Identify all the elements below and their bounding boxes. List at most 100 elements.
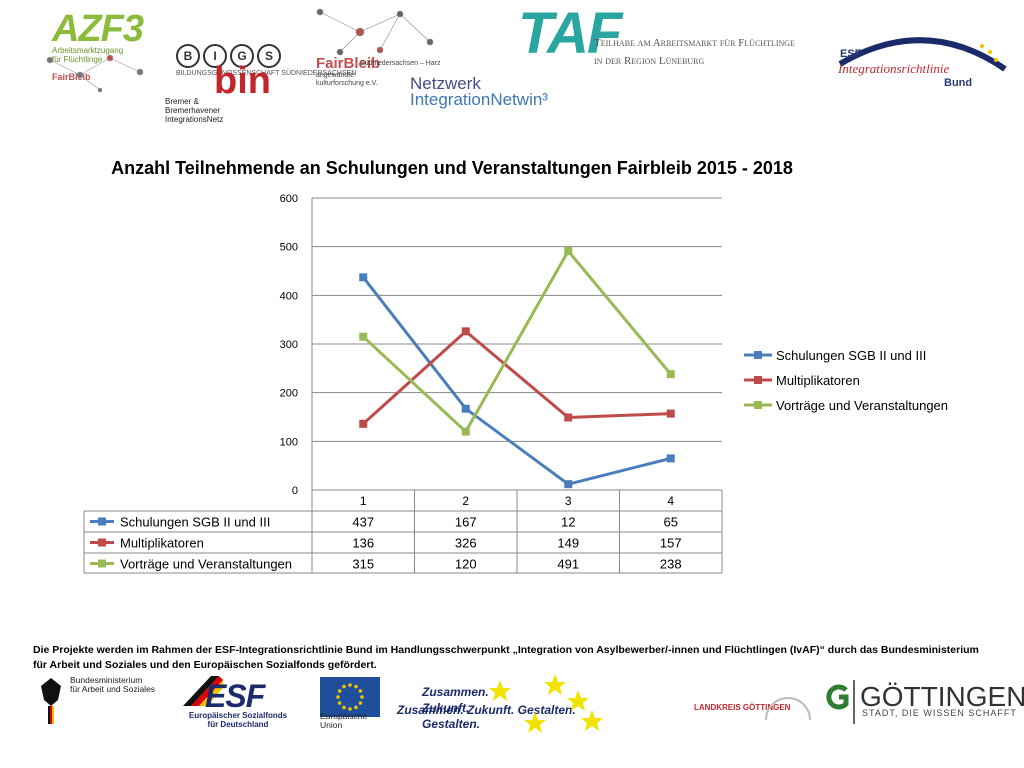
table-legend-marker xyxy=(98,559,106,568)
data-point xyxy=(461,327,470,336)
esf-label: ESF xyxy=(840,48,862,60)
series-lines xyxy=(359,247,675,489)
bigs-subtitle: BILDUNGSGENOSSENSCHAFT SÜDNIEDERSACHSEN xyxy=(176,70,357,77)
bigs-letter: I xyxy=(203,44,227,68)
bin-sub-line: IntegrationsNetz xyxy=(165,115,224,124)
data-point xyxy=(359,332,368,341)
data-point xyxy=(564,413,573,422)
data-point xyxy=(564,247,573,256)
fairbleib-sub-line: angewandte xyxy=(316,72,355,79)
federal-eagle-icon xyxy=(41,678,61,724)
table-series-name: Multiplikatoren xyxy=(120,536,204,551)
data-point xyxy=(359,273,368,282)
taf-sub-line: Teilhabe am Arbeitsmarkt für Flüchtlinge xyxy=(594,37,795,49)
slogan-line: Zukunft. xyxy=(422,701,470,715)
netzwerk-line-2: IntegrationNetwin³ xyxy=(410,90,548,109)
legend-marker xyxy=(754,401,762,409)
eu-star-icon xyxy=(336,695,340,699)
x-tick-label: 2 xyxy=(462,494,469,508)
bin-subtitle: Bremer & Bremerhavener IntegrationsNetz xyxy=(165,97,223,124)
legend: Schulungen SGB II und III Multiplikatoren… xyxy=(744,348,948,413)
esf-arc-icon xyxy=(838,37,1007,72)
eu-star-icon xyxy=(348,707,352,711)
fairbleib-logo: FairBleib xyxy=(316,55,381,72)
data-point xyxy=(461,404,470,413)
table-series-name: Vorträge und Veranstaltungen xyxy=(120,557,292,572)
eu-star-icon xyxy=(358,701,363,705)
slogan-line: Gestalten. xyxy=(422,717,481,731)
table-legend-marker xyxy=(98,538,106,547)
azf3-wordmark: AZF3 xyxy=(52,8,144,50)
table-cell-value: 491 xyxy=(557,557,579,572)
table-cell-value: 157 xyxy=(660,536,682,551)
table-legend-marker xyxy=(98,517,106,526)
eu-star-icon xyxy=(342,684,346,689)
goettingen-wordmark: GÖTTINGEN xyxy=(860,681,1024,712)
x-tick-label: 3 xyxy=(565,494,572,508)
chart-title: Anzahl Teilnehmende an Schulungen und Ve… xyxy=(111,158,793,178)
eu-label: Europäische Union xyxy=(320,712,367,730)
eu-flag-icon xyxy=(320,677,380,717)
eu-star-icon xyxy=(358,689,363,693)
eu-line: Europäische xyxy=(320,711,368,721)
data-point xyxy=(359,419,368,428)
table-cell-value: 149 xyxy=(557,536,579,551)
bigs-letter: G xyxy=(230,44,254,68)
eu-line: Union xyxy=(320,720,343,730)
goettingen-divider xyxy=(853,680,855,724)
zusammen-slogan: Zusammen. Zukunft. Gestalten. xyxy=(422,684,489,732)
legend-label: Vorträge und Veranstaltungen xyxy=(776,398,948,413)
x-tick-label: 4 xyxy=(667,494,674,508)
table-cell-value: 12 xyxy=(561,515,575,530)
x-tick-label: 1 xyxy=(360,494,367,508)
esf-sub-line: für Deutschland xyxy=(207,720,269,729)
data-point xyxy=(666,370,675,379)
series-line xyxy=(362,329,671,425)
bin-sub-line: Bremer & xyxy=(165,97,199,106)
y-tick-label: 600 xyxy=(280,193,298,205)
series-line xyxy=(362,276,672,486)
legend-label: Schulungen SGB II und III xyxy=(776,348,926,363)
y-tick-label: 500 xyxy=(280,242,298,254)
y-tick-label: 200 xyxy=(280,388,298,400)
legend-label: Multiplikatoren xyxy=(776,373,860,388)
y-tick-label: 100 xyxy=(280,436,298,448)
table-series-name: Schulungen SGB II und III xyxy=(120,515,270,530)
data-point xyxy=(666,454,675,463)
taf-wordmark: TAF xyxy=(518,1,622,66)
table-cell-value: 315 xyxy=(352,557,374,572)
germany-stripes-icon xyxy=(183,676,223,706)
bigs-letter: B xyxy=(176,44,200,68)
taf-subtitle: Teilhabe am Arbeitsmarkt für Flüchtlinge… xyxy=(594,34,795,70)
bmas-line: für Arbeit und Soziales xyxy=(70,684,156,694)
stars-icon xyxy=(489,674,603,733)
y-tick-label: 300 xyxy=(280,339,298,351)
landkreis-goettingen-label: LANDKREIS GÖTTINGEN xyxy=(694,703,791,712)
esf-wordmark: ESF xyxy=(205,678,265,714)
eu-star-icon xyxy=(360,695,364,699)
series-line xyxy=(362,249,672,434)
esf-integrationsrichtlinie: Integrationsrichtlinie xyxy=(838,61,950,76)
data-point xyxy=(564,480,573,489)
table-cell-value: 326 xyxy=(455,536,477,551)
legend-marker xyxy=(754,351,762,359)
data-point xyxy=(666,409,675,418)
bin-wordmark: bin xyxy=(214,60,271,102)
netzwerk-line-1: Netzwerk xyxy=(410,74,481,93)
fairbleib-region: Südniedersachsen – Harz xyxy=(360,60,441,67)
fairbleib-subtitle: angewandte kulturforschung e.V. xyxy=(316,72,378,88)
eu-star-icon xyxy=(348,683,352,687)
eu-star-icon xyxy=(337,701,342,705)
goettingen-tagline: STADT, DIE WISSEN SCHAFFT xyxy=(862,708,1017,718)
network-graphic-icon xyxy=(46,54,144,93)
table-cell-value: 65 xyxy=(664,515,678,530)
table-cell-value: 120 xyxy=(455,557,477,572)
esf-subtitle: Europäischer Sozialfonds für Deutschland xyxy=(183,711,293,729)
table-cell-value: 136 xyxy=(352,536,374,551)
fairbleib-small-label: FairBleib xyxy=(52,72,91,82)
y-tick-label: 0 xyxy=(292,485,298,497)
y-tick-label: 400 xyxy=(280,290,298,302)
funding-notice: Die Projekte werden im Rahmen der ESF-In… xyxy=(33,644,979,671)
